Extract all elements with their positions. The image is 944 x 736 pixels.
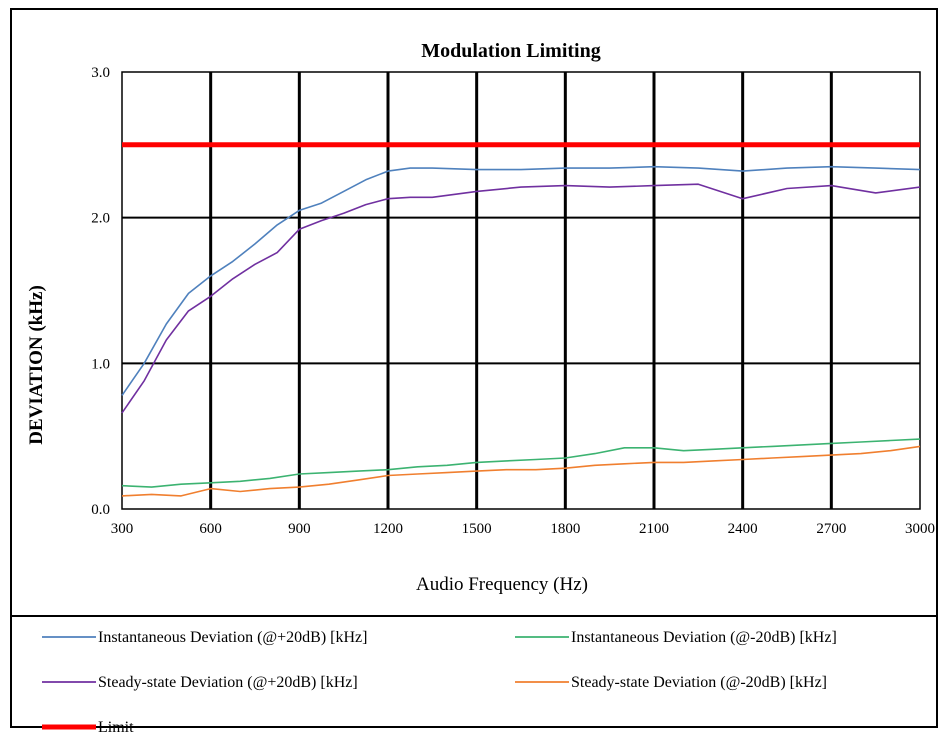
x-tick-label: 600 bbox=[199, 521, 222, 537]
legend-label-0: Instantaneous Deviation (@+20dB) [kHz] bbox=[98, 629, 367, 646]
y-tick-label: 1.0 bbox=[91, 356, 110, 372]
series-line-0 bbox=[121, 165, 921, 396]
chart-title: Modulation Limiting bbox=[421, 40, 600, 62]
legend-label-3: Steady-state Deviation (@-20dB) [kHz] bbox=[571, 674, 827, 691]
series-line-2 bbox=[121, 183, 921, 414]
x-tick-label: 1800 bbox=[550, 521, 580, 537]
x-tick-label: 1200 bbox=[373, 521, 403, 537]
plot-area bbox=[121, 71, 921, 510]
legend-box bbox=[10, 615, 938, 728]
x-tick-label: 900 bbox=[288, 521, 311, 537]
x-tick-label: 2700 bbox=[816, 521, 846, 537]
y-tick-label: 0.0 bbox=[91, 502, 110, 518]
y-tick-label: 2.0 bbox=[91, 211, 110, 227]
legend-label-4: Limit bbox=[98, 719, 134, 736]
x-axis-label: Audio Frequency (Hz) bbox=[416, 574, 588, 595]
series-line-3 bbox=[121, 445, 921, 497]
legend-label-1: Instantaneous Deviation (@-20dB) [kHz] bbox=[571, 629, 837, 646]
y-tick-label: 3.0 bbox=[91, 65, 110, 81]
x-tick-label: 2400 bbox=[728, 521, 758, 537]
x-tick-label: 3000 bbox=[905, 521, 935, 537]
series-line-1 bbox=[121, 438, 921, 488]
y-axis-label: DEVIATION (kHz) bbox=[26, 285, 47, 445]
chart-frame bbox=[10, 8, 938, 728]
x-tick-label: 300 bbox=[111, 521, 134, 537]
legend-label-2: Steady-state Deviation (@+20dB) [kHz] bbox=[98, 674, 358, 691]
x-tick-label: 2100 bbox=[639, 521, 669, 537]
x-tick-label: 1500 bbox=[462, 521, 492, 537]
